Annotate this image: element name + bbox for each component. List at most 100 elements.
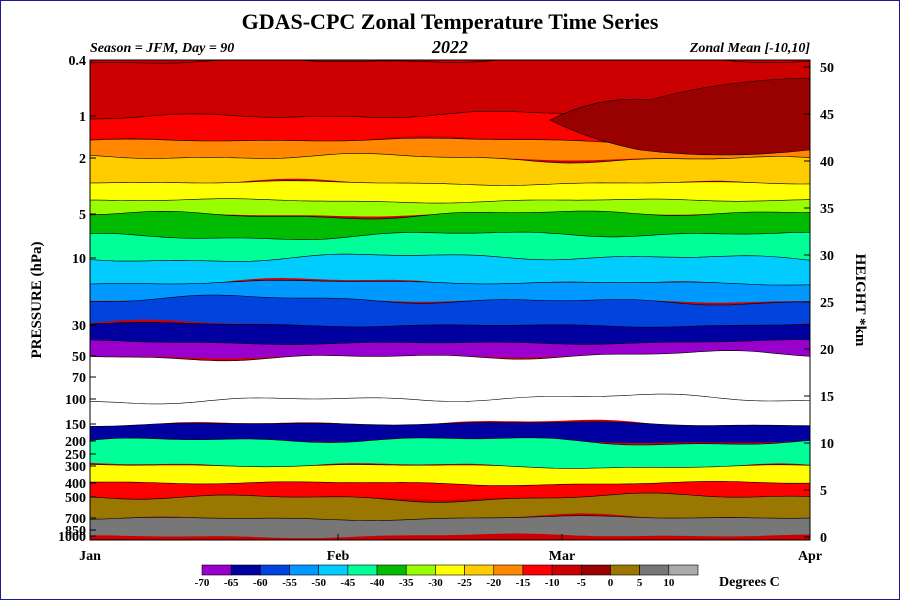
colorbar-label: 10 — [663, 577, 675, 589]
colorbar-label: -70 — [195, 577, 210, 589]
temperature-band — [90, 198, 810, 217]
temperature-band — [90, 421, 810, 443]
colorbar-swatch — [230, 564, 261, 576]
temperature-band — [90, 322, 810, 345]
pressure-tick-label: 50 — [72, 350, 86, 365]
colorbar-swatch — [551, 564, 582, 576]
contour-line — [90, 294, 810, 306]
temperature-band — [90, 464, 810, 486]
colorbar-label: -60 — [253, 577, 268, 589]
contour-line — [90, 515, 810, 521]
colorbar-swatch — [318, 564, 349, 576]
colorbar-label: -55 — [282, 577, 297, 589]
height-tick-label: 5 — [820, 484, 827, 499]
colorbar-swatch — [405, 564, 436, 576]
year-label: 2022 — [431, 37, 468, 57]
colorbar-label: -5 — [577, 577, 587, 589]
contour-line — [90, 492, 810, 503]
contour-lines — [90, 60, 810, 521]
temperature-band — [90, 493, 810, 524]
colorbar-label: -50 — [311, 577, 326, 589]
colorbar-units: Degrees C — [719, 575, 780, 590]
temperature-band — [90, 515, 810, 539]
height-tick-label: 0 — [820, 531, 827, 546]
colorbar: -70 -65 -60 -55 -50 -45 -40 -35 -30 -25 -20 -15 -10-… — [195, 564, 699, 589]
colorbar-label: -10 — [545, 577, 560, 589]
temperature-band — [90, 280, 810, 303]
colorbar-label: -35 — [399, 577, 414, 589]
colorbar-swatch — [493, 564, 524, 576]
pressure-tick-label: 10 — [72, 252, 86, 267]
temperature-band — [90, 232, 810, 262]
colorbar-swatch — [435, 564, 465, 576]
contour-line — [90, 421, 810, 427]
time-tick-label: Apr — [798, 549, 822, 564]
contour-line — [90, 231, 810, 240]
temperature-band — [90, 180, 810, 204]
colorbar-label: -45 — [341, 577, 356, 589]
temperature-band — [90, 254, 810, 288]
colorbar-swatch — [464, 564, 495, 576]
contour-line — [90, 350, 810, 362]
pressure-tick-label: 2 — [79, 152, 86, 167]
contour-line — [90, 322, 810, 328]
chart-title: GDAS-CPC Zonal Temperature Time Series — [242, 9, 659, 34]
temperature-band — [90, 437, 810, 471]
contour-line — [90, 153, 810, 164]
plot-border — [89, 59, 811, 541]
temperature-band — [90, 350, 810, 404]
pressure-axis-label: PRESSURE (hPa) — [29, 241, 45, 358]
height-tick-label: 10 — [820, 437, 834, 452]
temperature-band — [90, 394, 810, 429]
contour-line — [90, 198, 810, 204]
contour-line — [90, 180, 810, 186]
contour-line — [90, 393, 810, 405]
colorbar-swatch — [376, 564, 407, 576]
pressure-tick-label: 30 — [72, 319, 86, 334]
season-label: Season = JFM, Day = 90 — [90, 41, 234, 56]
colorbar-swatch — [260, 564, 290, 576]
temperature-bands — [90, 60, 810, 539]
contour-line — [90, 481, 810, 486]
temperature-band — [90, 295, 810, 330]
pressure-tick-label: 150 — [65, 418, 86, 433]
colorbar-label: -30 — [428, 577, 443, 589]
contour-line — [90, 437, 810, 446]
colorbar-label: -15 — [516, 577, 531, 589]
zonal-mean-label: Zonal Mean [-10,10] — [689, 41, 811, 56]
pressure-tick-label: 500 — [65, 491, 86, 506]
height-tick-label: 45 — [820, 108, 834, 123]
colorbar-label: 0 — [608, 577, 614, 589]
pressure-tick-label: 200 — [65, 435, 86, 450]
contour-line — [90, 60, 810, 64]
contour-line — [90, 253, 810, 262]
height-tick-label: 25 — [820, 296, 834, 311]
pressure-tick-label: 0.4 — [69, 54, 87, 69]
contour-line — [90, 280, 810, 286]
height-tick-label: 50 — [820, 61, 834, 76]
contour-line — [90, 339, 810, 346]
height-tick-label: 30 — [820, 249, 834, 264]
pressure-tick-label: 400 — [65, 477, 86, 492]
colorbar-label: -20 — [486, 577, 501, 589]
pressure-tick-label: 100 — [65, 393, 86, 408]
colorbar-label: -25 — [457, 577, 472, 589]
colorbar-swatch — [522, 564, 553, 576]
height-tick-label: 15 — [820, 390, 834, 405]
pressure-tick-label: 1000 — [58, 530, 86, 545]
contour-line — [90, 210, 810, 220]
colorbar-label: -40 — [370, 577, 385, 589]
colorbar-swatch — [201, 564, 232, 576]
pressure-tick-label: 850 — [65, 524, 86, 539]
time-tick-label: Jan — [79, 549, 101, 564]
colorbar-label: 5 — [637, 577, 643, 589]
pressure-tick-label: 1 — [79, 110, 86, 125]
temperature-band — [90, 211, 810, 240]
height-tick-label: 40 — [820, 155, 834, 170]
colorbar-swatch — [639, 564, 670, 576]
pressure-tick-label: 5 — [79, 208, 86, 223]
pressure-tick-label: 300 — [65, 460, 86, 475]
